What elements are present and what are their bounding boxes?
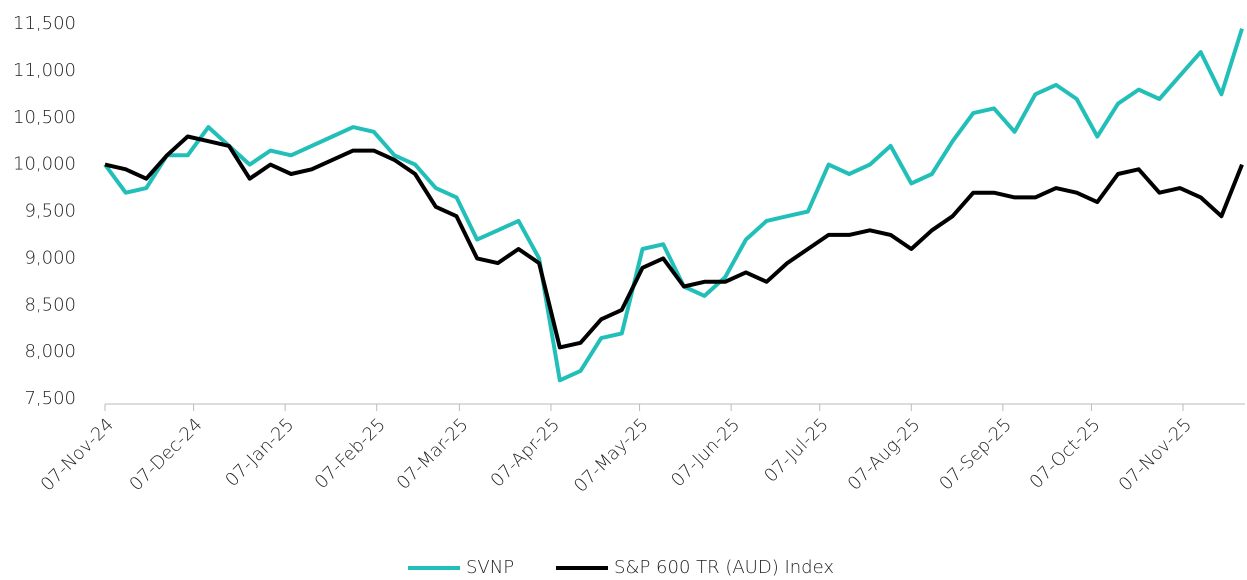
y-tick-label: 8,000: [24, 341, 76, 362]
y-tick-label: 9,500: [24, 201, 76, 222]
x-tick-label: 07-Feb-25: [311, 414, 390, 493]
x-tick-label: 07-Jul-25: [760, 414, 833, 487]
series-line: [103, 28, 1244, 383]
y-tick-label: 8,500: [24, 294, 76, 315]
x-tick-label: 07-Nov-24: [37, 414, 118, 495]
x-tick-label: 07-Sep-25: [935, 414, 1015, 494]
legend-label: S&P 600 TR (AUD) Index: [614, 557, 834, 578]
x-tick-label: 07-Oct-25: [1026, 414, 1105, 493]
x-tick-label: 07-Jun-25: [667, 414, 744, 491]
y-tick-label: 11,500: [13, 13, 76, 34]
x-tick-label: 07-May-25: [570, 414, 653, 497]
x-tick-label: 07-Dec-24: [126, 414, 207, 495]
y-tick-label: 9,000: [24, 247, 76, 268]
y-tick-label: 10,500: [13, 107, 76, 128]
x-tick-label: 07-Apr-25: [487, 414, 564, 491]
y-tick-label: 11,000: [13, 60, 76, 81]
series-line: [104, 134, 1244, 350]
x-tick-label: 07-Mar-25: [393, 414, 473, 494]
y-tick-label: 10,000: [13, 154, 76, 175]
x-tick-label: 07-Nov-25: [1115, 414, 1196, 495]
x-tick-label: 07-Jan-25: [221, 414, 298, 491]
y-tick-label: 7,500: [24, 388, 76, 409]
legend-label: SVNP: [466, 557, 514, 578]
x-tick-label: 07-Aug-25: [844, 414, 925, 495]
